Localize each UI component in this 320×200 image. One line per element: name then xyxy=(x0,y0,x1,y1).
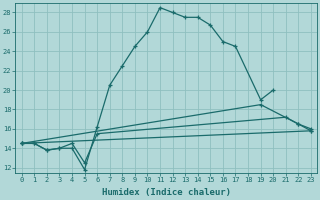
X-axis label: Humidex (Indice chaleur): Humidex (Indice chaleur) xyxy=(102,188,231,197)
